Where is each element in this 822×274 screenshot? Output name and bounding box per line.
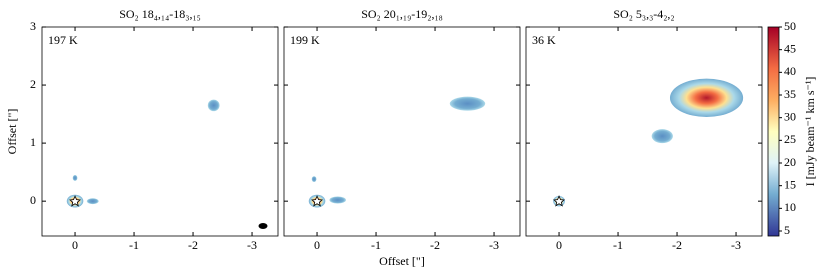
emission bbox=[329, 196, 346, 204]
y-tick-label: 3 bbox=[30, 19, 36, 33]
x-axis-label: Offset ["] bbox=[379, 254, 425, 268]
colorbar-tick-label: 40 bbox=[784, 64, 796, 78]
panel-title: SO₂ 5₃,₃-4₂,₂ bbox=[613, 7, 674, 21]
emission bbox=[651, 129, 673, 144]
x-tick-label: 0 bbox=[556, 238, 562, 252]
colorbar-tick-label: 15 bbox=[784, 177, 796, 191]
temperature-label: 199 K bbox=[290, 33, 320, 47]
x-tick-label: -2 bbox=[672, 238, 682, 252]
emission bbox=[207, 99, 220, 112]
y-tick-label: 1 bbox=[30, 135, 36, 149]
source-star bbox=[311, 195, 324, 207]
colorbar-tick-label: 30 bbox=[784, 109, 796, 123]
y-tick-label: 2 bbox=[30, 77, 36, 91]
x-tick-label: -1 bbox=[371, 238, 381, 252]
x-tick-label: 0 bbox=[314, 238, 320, 252]
panel-frame bbox=[283, 26, 521, 237]
colorbar-tick-label: 35 bbox=[784, 87, 796, 101]
colorbar-tick-label: 25 bbox=[784, 132, 796, 146]
colorbar bbox=[767, 26, 780, 237]
x-tick-label: -2 bbox=[188, 238, 198, 252]
x-tick-label: -1 bbox=[613, 238, 623, 252]
source-star bbox=[69, 195, 82, 207]
x-tick-label: -3 bbox=[247, 238, 257, 252]
panel-frame bbox=[525, 26, 763, 237]
y-axis-label: Offset ["] bbox=[5, 109, 19, 155]
emission bbox=[72, 175, 78, 181]
beam bbox=[258, 223, 268, 229]
x-tick-label: -2 bbox=[430, 238, 440, 252]
emission bbox=[669, 78, 744, 117]
colorbar-tick-label: 45 bbox=[784, 41, 796, 55]
x-tick-label: -3 bbox=[731, 238, 741, 252]
colorbar-tick-label: 5 bbox=[784, 223, 790, 237]
colorbar-label: I [mJy beam⁻¹ km s⁻¹] bbox=[803, 77, 817, 187]
colorbar-tick-label: 50 bbox=[784, 19, 796, 33]
panel-frame bbox=[41, 26, 279, 237]
panel-title: SO₂ 18₄,₁₄-18₃,₁₅ bbox=[119, 7, 201, 21]
colorbar-tick-label: 20 bbox=[784, 155, 796, 169]
temperature-label: 36 K bbox=[532, 33, 556, 47]
emission bbox=[311, 176, 317, 183]
emission bbox=[449, 96, 486, 111]
source-star bbox=[553, 195, 566, 207]
x-tick-label: -1 bbox=[129, 238, 139, 252]
emission bbox=[86, 198, 99, 205]
colorbar-tick-label: 10 bbox=[784, 200, 796, 214]
x-tick-label: 0 bbox=[72, 238, 78, 252]
temperature-label: 197 K bbox=[48, 33, 78, 47]
y-tick-label: 0 bbox=[30, 193, 36, 207]
panel-title: SO₂ 20₁,₁₉-19₂,₁₈ bbox=[361, 7, 443, 21]
x-tick-label: -3 bbox=[489, 238, 499, 252]
